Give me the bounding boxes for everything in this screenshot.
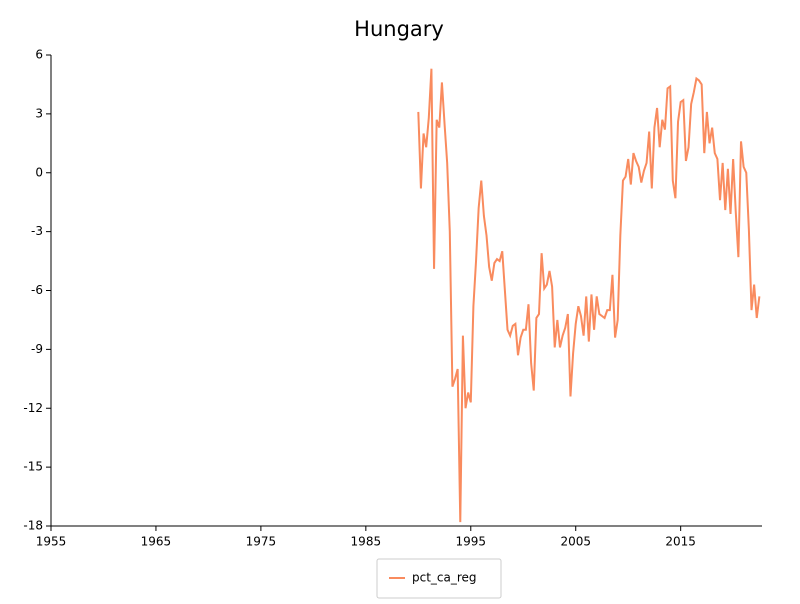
x-tick-label: 1955 xyxy=(36,535,67,549)
line xyxy=(417,68,761,523)
x-tick-label: 2005 xyxy=(560,535,591,549)
legend-label: pct_ca_reg xyxy=(412,571,477,585)
legend xyxy=(376,558,502,599)
y-tick-label: 6 xyxy=(35,48,43,62)
x-tick-label: 1985 xyxy=(351,535,382,549)
y-tick-label: 0 xyxy=(35,165,43,179)
x-tick-label: 1995 xyxy=(456,535,487,549)
y-tick-label: -12 xyxy=(23,401,43,415)
y-tick-label: -15 xyxy=(23,460,43,474)
x-tick-label: 2015 xyxy=(665,535,696,549)
y-tick-label: -18 xyxy=(23,519,43,533)
chart-title: Hungary xyxy=(354,17,444,41)
x-tick-label: 1975 xyxy=(246,535,277,549)
y-tick-label: -6 xyxy=(31,283,43,297)
x-tick-label: 1965 xyxy=(141,535,172,549)
y-tick-label: -3 xyxy=(31,224,43,238)
y-tick-label: -9 xyxy=(31,342,43,356)
y-tick-label: 3 xyxy=(35,106,43,120)
